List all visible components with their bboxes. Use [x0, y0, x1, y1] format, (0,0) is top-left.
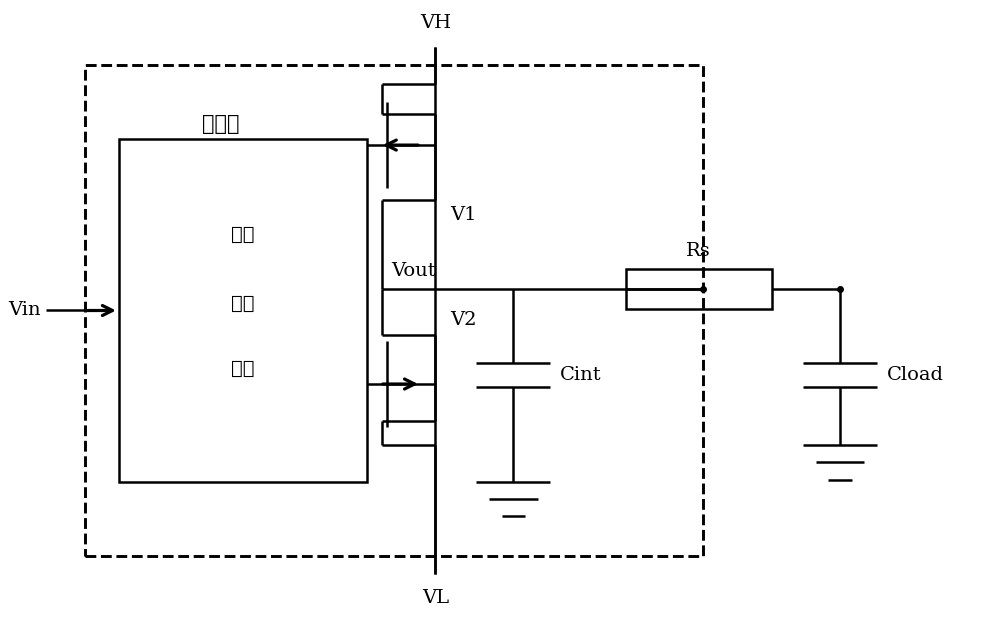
Text: VH: VH: [420, 14, 451, 32]
Text: 三态: 三态: [231, 226, 255, 244]
Bar: [85, 65, 703, 556]
Text: V2: V2: [450, 311, 477, 329]
Text: Vin: Vin: [8, 302, 41, 319]
Text: 驱动器: 驱动器: [202, 115, 239, 134]
Bar: [119, 139, 367, 482]
Text: 控制: 控制: [231, 360, 255, 378]
Text: Vout: Vout: [392, 262, 436, 280]
Text: Cload: Cload: [887, 366, 944, 384]
Text: Cint: Cint: [560, 366, 602, 384]
Text: 驱动: 驱动: [231, 294, 255, 312]
Text: VL: VL: [422, 589, 449, 607]
Text: Rs: Rs: [686, 242, 711, 260]
Bar: [626, 269, 772, 309]
Text: V1: V1: [450, 206, 477, 224]
